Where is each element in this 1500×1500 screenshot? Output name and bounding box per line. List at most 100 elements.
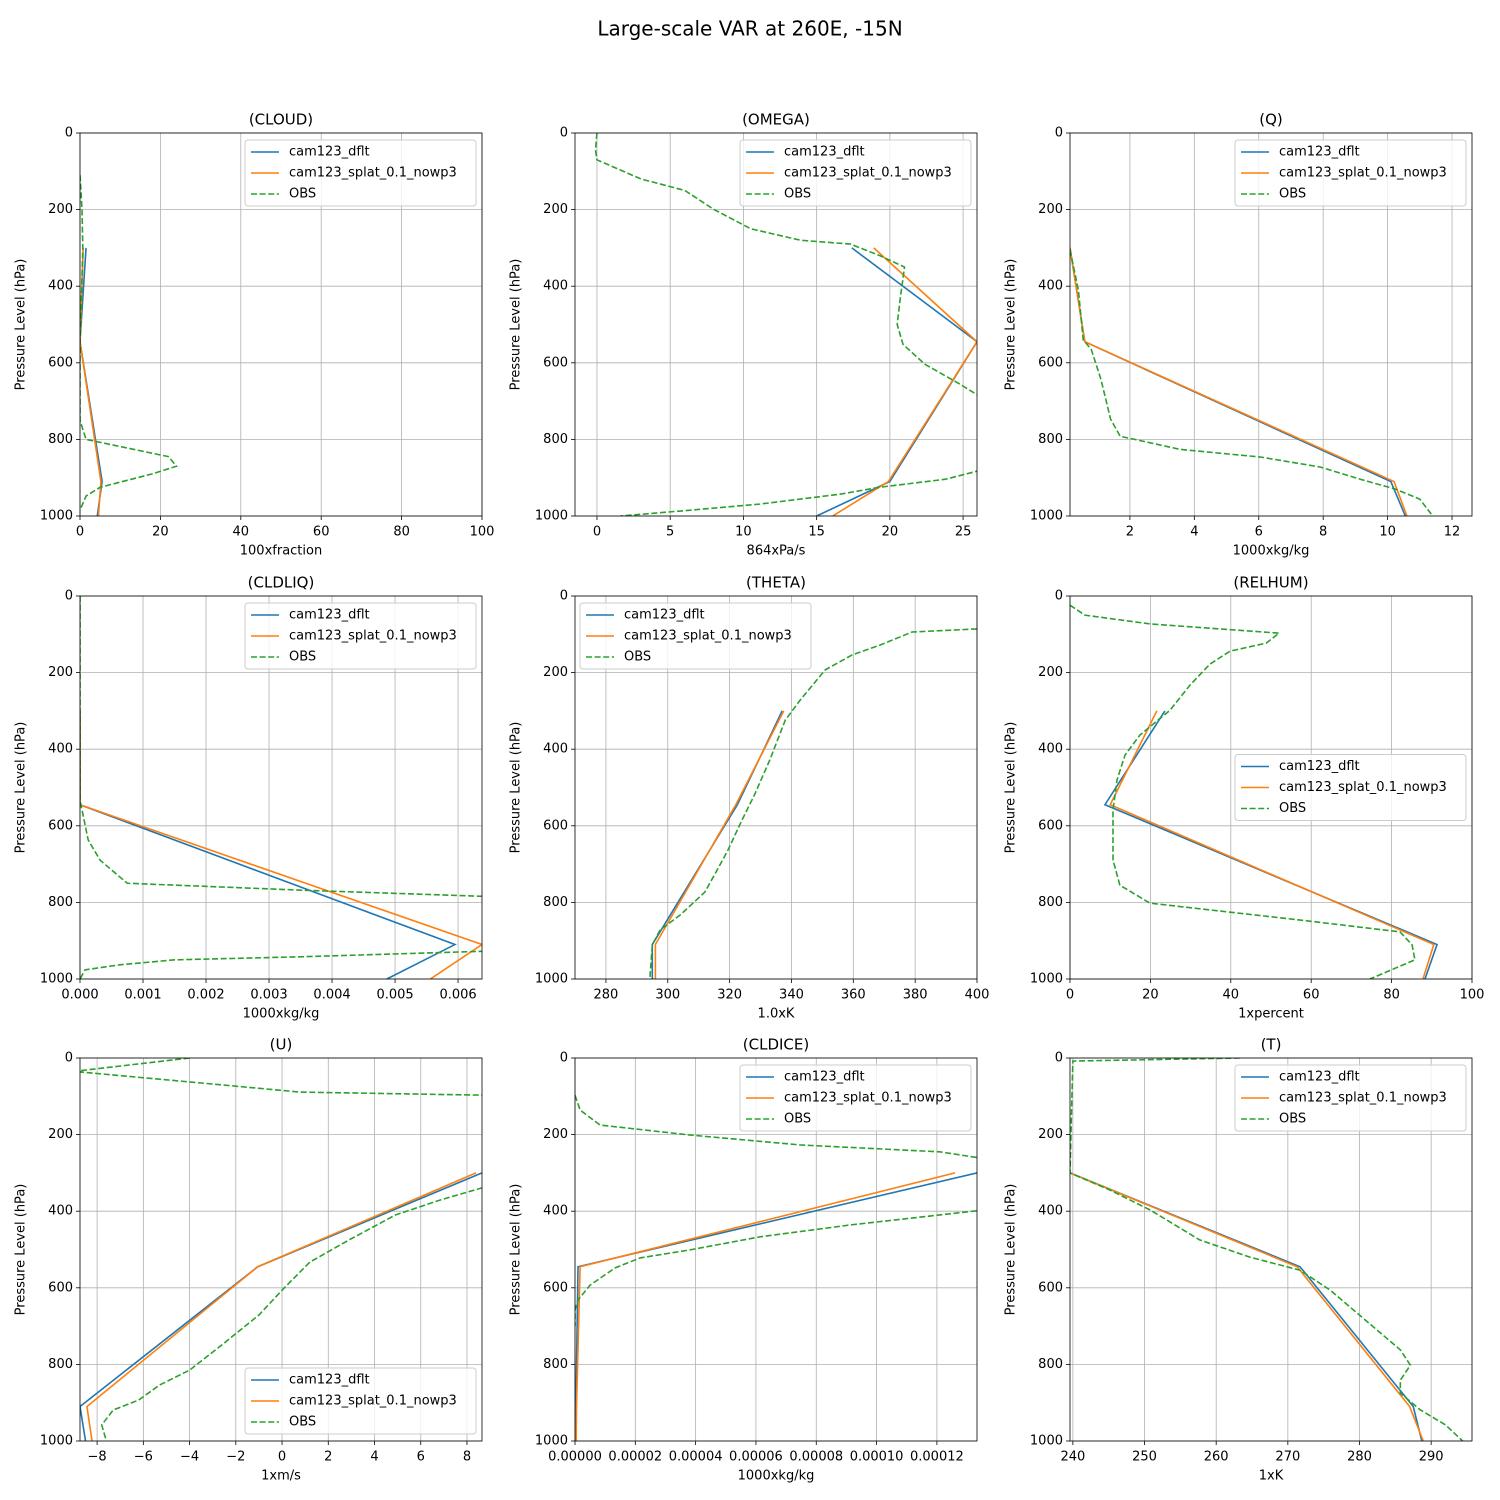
y-tick-label: 600 [48,355,73,370]
x-tick-label: −8 [88,1450,107,1465]
y-tick-label: 800 [48,432,73,447]
y-tick-label: 0 [65,589,73,604]
axes-title: (THETA) [746,574,806,592]
legend-label: cam123_dflt [289,608,370,623]
y-tick-label: 0 [560,1051,568,1066]
x-tick-label: 5 [666,525,674,540]
profile-line [1070,247,1408,516]
x-tick-label: 0.00004 [669,1450,723,1465]
x-tick-label: 0.006 [439,988,476,1003]
plot-area [649,628,977,979]
x-axis-label: 1000xkg/kg [738,1469,815,1484]
x-tick-label: 0.00006 [729,1450,783,1465]
x-tick-label: 6 [1255,525,1263,540]
plot-area [80,1058,482,1441]
x-tick-label: 0 [278,1450,286,1465]
plot-area [1070,247,1434,516]
y-tick-label: 400 [1038,742,1063,757]
x-tick-label: 0.00008 [789,1450,843,1465]
x-tick-label: 260 [1204,1450,1229,1465]
profile-line [80,247,102,516]
legend-label: OBS [1279,801,1306,816]
profile-line [80,1058,482,1441]
profile-line [1070,249,1434,516]
x-tick-label: 60 [1303,988,1320,1003]
x-axis-label: 1000xkg/kg [1233,544,1310,559]
x-tick-label: 0.003 [250,988,287,1003]
y-tick-label: 200 [1038,202,1063,217]
x-tick-label: 0.00000 [548,1450,602,1465]
y-tick-label: 800 [543,1357,568,1372]
x-tick-label: 340 [779,988,804,1003]
plot-area [575,1094,977,1441]
y-tick-label: 800 [48,895,73,910]
axes-title: (CLDICE) [743,1036,809,1054]
axes-frame [1069,595,1473,980]
x-tick-label: 100 [470,525,495,540]
x-tick-label: 250 [1132,1450,1157,1465]
x-tick-label: 0.00010 [850,1450,904,1465]
x-tick-label: 0 [593,525,601,540]
y-axis-label: Pressure Level (hPa) [509,259,524,391]
y-axis-label: Pressure Level (hPa) [509,722,524,854]
legend-label: OBS [624,650,651,665]
y-tick-label: 200 [543,1127,568,1142]
y-tick-label: 1000 [1030,509,1063,524]
legend-label: cam123_splat_0.1_nowp3 [784,166,952,181]
x-tick-label: 80 [1383,988,1400,1003]
y-axis-label: Pressure Level (hPa) [14,722,29,854]
profile-line [80,175,178,511]
legend-box [1234,1064,1467,1132]
x-tick-label: 270 [1275,1450,1300,1465]
x-axis-label: 1xpercent [1238,1007,1304,1022]
y-tick-label: 400 [48,742,73,757]
y-tick-label: 1000 [535,1434,568,1449]
axes-frame [79,595,483,980]
legend-box [739,1064,972,1132]
legend-box [244,602,477,670]
x-tick-label: 0.001 [124,988,161,1003]
y-tick-label: 800 [1038,895,1063,910]
axes-frame [574,1057,978,1442]
plot-area [1070,604,1439,979]
profile-line [1070,1172,1425,1441]
y-axis-label: Pressure Level (hPa) [14,259,29,391]
y-tick-label: 600 [543,355,568,370]
legend-box [1234,139,1467,207]
x-tick-label: 8 [1319,525,1327,540]
legend-label: cam123_splat_0.1_nowp3 [289,629,457,644]
plot-area [80,596,482,979]
y-tick-label: 0 [1055,1051,1063,1066]
y-tick-label: 0 [65,126,73,141]
axes-title: (RELHUM) [1233,574,1308,592]
x-axis-label: 1.0xK [758,1007,795,1022]
y-tick-label: 0 [1055,126,1063,141]
legend-label: cam123_dflt [784,145,865,160]
x-axis-label: 100xfraction [240,544,322,559]
legend-label: OBS [1279,1112,1306,1127]
x-tick-label: 20 [152,525,169,540]
x-tick-label: 320 [717,988,742,1003]
legend-label: OBS [289,650,316,665]
legend-label: cam123_dflt [1279,145,1360,160]
y-tick-label: 600 [48,1280,73,1295]
x-tick-label: 360 [841,988,866,1003]
x-tick-label: 4 [370,1450,378,1465]
y-tick-label: 800 [543,895,568,910]
y-tick-label: 400 [543,742,568,757]
y-tick-label: 1000 [40,1434,73,1449]
axes-frame [79,132,483,517]
y-tick-label: 1000 [535,509,568,524]
x-tick-label: 0.00002 [608,1450,662,1465]
axes-frame [1069,1057,1473,1442]
x-tick-label: 20 [1142,988,1159,1003]
y-tick-label: 200 [1038,665,1063,680]
y-tick-label: 200 [543,665,568,680]
y-tick-label: 600 [543,1280,568,1295]
legend-box [579,602,812,670]
x-tick-label: 280 [1347,1450,1372,1465]
x-tick-label: 4 [1190,525,1198,540]
axes-title: (Q) [1259,111,1283,129]
x-tick-label: 10 [1379,525,1396,540]
